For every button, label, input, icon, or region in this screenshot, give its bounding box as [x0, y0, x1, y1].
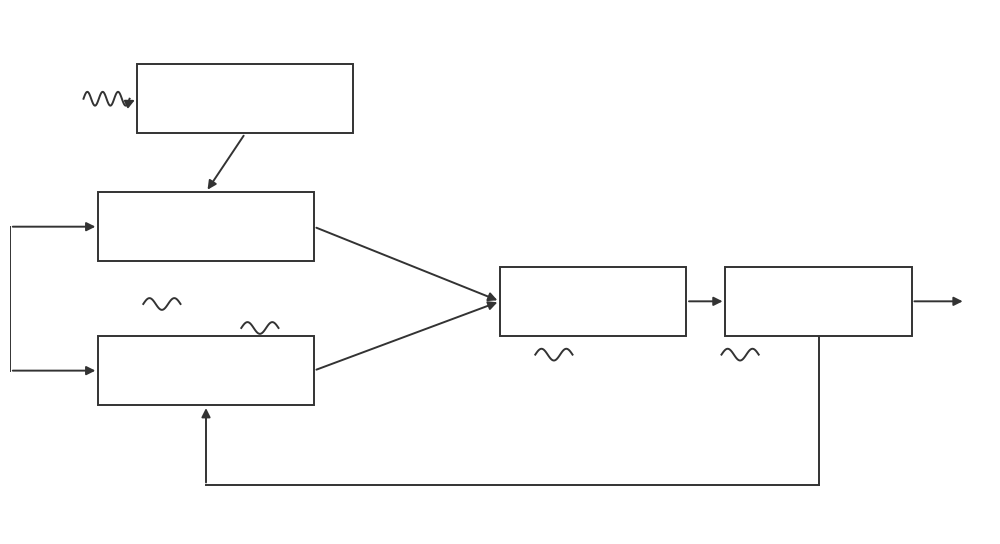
FancyBboxPatch shape [137, 64, 353, 133]
FancyBboxPatch shape [725, 267, 912, 336]
FancyBboxPatch shape [98, 192, 314, 261]
FancyBboxPatch shape [500, 267, 686, 336]
FancyBboxPatch shape [98, 336, 314, 405]
